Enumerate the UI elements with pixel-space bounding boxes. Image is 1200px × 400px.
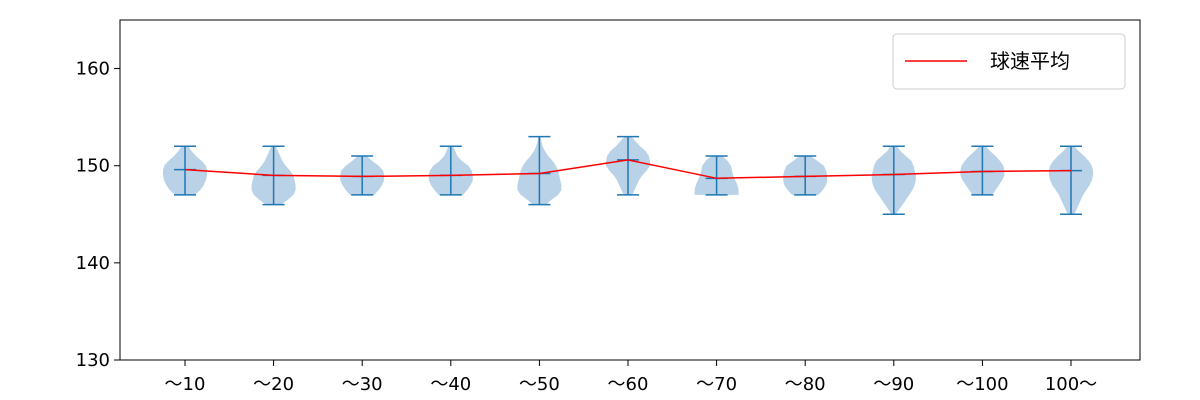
x-tick-label: ～10	[165, 374, 206, 395]
x-tick-label: ～80	[785, 374, 826, 395]
x-tick-label: ～60	[608, 374, 649, 395]
legend-label: 球速平均	[990, 49, 1070, 73]
y-tick-label: 140	[76, 253, 110, 274]
y-axis: 130 140 150 160	[76, 59, 120, 371]
legend-box	[892, 33, 1126, 90]
legend: 球速平均	[892, 33, 1126, 90]
x-axis: ～10 ～20 ～30 ～40 ～50 ～60 ～70 ～80 ～90 ～100 100～	[165, 360, 1097, 395]
y-tick-label: 130	[76, 350, 110, 371]
x-tick-label: ～20	[253, 374, 294, 395]
x-tick-label: ～50	[519, 374, 560, 395]
x-tick-label: ～90	[873, 374, 914, 395]
x-tick-label: ～40	[430, 374, 471, 395]
x-tick-label: 100～	[1045, 374, 1097, 395]
x-tick-label: ～70	[696, 374, 737, 395]
mean-velocity-line	[184, 159, 1072, 180]
y-tick-label: 160	[76, 59, 110, 80]
x-tick-label: ～30	[342, 374, 383, 395]
y-tick-label: 150	[76, 156, 110, 177]
mean-line-layer	[184, 159, 1072, 180]
x-tick-label: ～100	[956, 374, 1008, 395]
